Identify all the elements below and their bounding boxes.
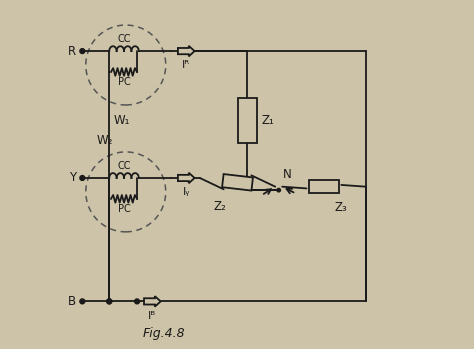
Bar — [222, 174, 253, 191]
Text: Fig.4.8: Fig.4.8 — [143, 327, 185, 340]
Text: Z₁: Z₁ — [261, 114, 274, 127]
Text: Y: Y — [69, 171, 76, 185]
Text: Iᴮ: Iᴮ — [148, 311, 156, 321]
Text: CC: CC — [117, 161, 131, 171]
Text: N: N — [283, 169, 292, 181]
Polygon shape — [178, 173, 195, 183]
Circle shape — [107, 299, 112, 304]
Circle shape — [80, 299, 85, 304]
Text: W₂: W₂ — [97, 134, 113, 147]
Bar — [309, 180, 339, 193]
Text: Z₃: Z₃ — [335, 201, 347, 214]
Text: Iᴿ: Iᴿ — [182, 60, 191, 70]
Polygon shape — [144, 296, 161, 306]
Text: Z₂: Z₂ — [214, 200, 227, 213]
Text: R: R — [68, 45, 76, 58]
Circle shape — [80, 49, 85, 53]
Text: B: B — [68, 295, 76, 308]
Text: CC: CC — [117, 34, 131, 44]
Circle shape — [107, 299, 112, 304]
Bar — [237, 98, 257, 143]
Text: PC: PC — [118, 204, 130, 214]
Polygon shape — [178, 46, 195, 56]
Text: PC: PC — [118, 77, 130, 87]
Text: W₁: W₁ — [114, 114, 130, 127]
Circle shape — [135, 299, 139, 304]
Circle shape — [80, 176, 85, 180]
Circle shape — [277, 188, 281, 192]
Text: Iᵧ: Iᵧ — [182, 187, 190, 198]
